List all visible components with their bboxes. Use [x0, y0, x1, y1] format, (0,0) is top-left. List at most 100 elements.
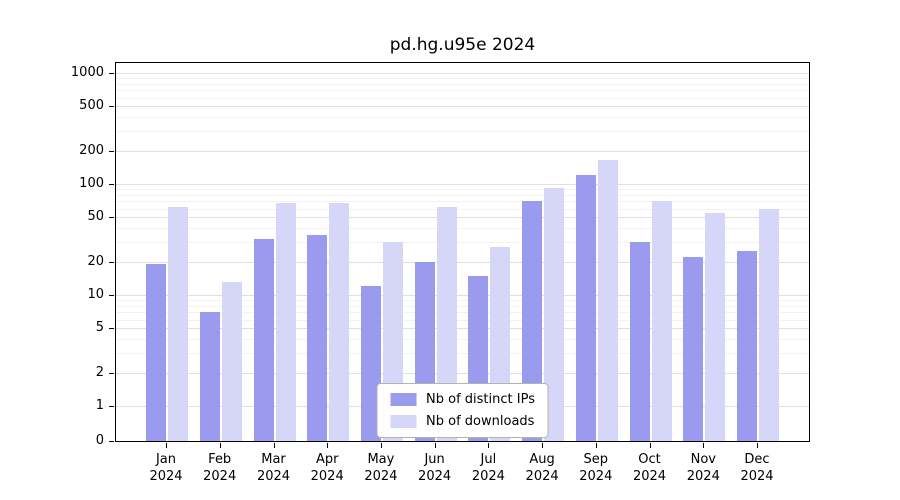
bar-downloads-nov — [705, 212, 726, 441]
x-axis: Jan 2024 Feb 2024 Mar 2024 Apr 2024 May 2024 Jun 20… — [115, 442, 810, 492]
x-tick-mark — [595, 443, 597, 448]
y-tick-label: 100 — [79, 176, 104, 191]
y-tick-mark — [109, 328, 114, 330]
bar-distinct-ips-apr — [307, 234, 328, 441]
y-tick-label: 500 — [79, 98, 104, 114]
y-tick-mark — [109, 372, 114, 374]
y-tick-mark — [109, 217, 114, 219]
bar-distinct-ips-sep — [575, 175, 596, 441]
gridline-major — [116, 217, 809, 219]
y-tick-mark — [109, 106, 114, 108]
gridline-minor — [116, 353, 809, 354]
x-tick-label-aug: Aug 2024 — [525, 452, 559, 484]
y-tick-label: 1 — [95, 398, 104, 413]
x-tick-mark — [166, 443, 167, 448]
bar-downloads-jun — [436, 207, 457, 441]
x-tick-mark — [649, 443, 651, 448]
gridline-major — [116, 73, 809, 74]
gridline-minor — [116, 339, 809, 341]
gridline-major — [116, 295, 809, 296]
gridline-major — [116, 328, 809, 330]
y-tick-label: 0 — [95, 433, 104, 448]
gridline-major — [116, 184, 809, 185]
gridline-minor — [116, 117, 809, 119]
bar-downloads-feb — [221, 282, 242, 441]
x-tick-label-jul: Jul 2024 — [471, 452, 505, 484]
bar-downloads-aug — [544, 188, 565, 441]
bar-downloads-oct — [651, 201, 672, 441]
x-tick-label-mar: Mar 2024 — [256, 452, 291, 484]
gridline-minor — [116, 305, 809, 307]
bar-distinct-ips-dec — [737, 250, 757, 441]
y-tick-label: 1000 — [70, 65, 104, 80]
gridline-minor — [116, 208, 809, 210]
y-tick-label: 50 — [87, 209, 104, 225]
gridline-minor — [116, 319, 809, 321]
x-tick-mark — [542, 443, 544, 448]
bar-distinct-ips-may — [360, 286, 381, 441]
y-tick-mark — [109, 184, 114, 185]
x-tick-label-jan: Jan 2024 — [149, 452, 183, 484]
x-tick-label-sep: Sep 2024 — [579, 452, 613, 484]
legend-item-distinct-ips: Nb of distinct IPs — [390, 392, 535, 407]
x-tick-mark — [703, 443, 705, 448]
plot-area: Nb of distinct IPs Nb of downloads — [115, 62, 810, 442]
bar-distinct-ips-oct — [629, 242, 650, 441]
y-tick-mark — [109, 261, 114, 263]
y-tick-label: 200 — [79, 142, 104, 158]
x-tick-mark — [380, 443, 382, 448]
gridline-minor — [116, 189, 809, 191]
gridline-minor — [116, 312, 809, 314]
x-tick-label-feb: Feb 2024 — [203, 452, 237, 484]
x-tick-label-jun: Jun 2024 — [418, 452, 452, 484]
gridline-minor — [116, 228, 809, 230]
y-tick-label: 10 — [87, 287, 104, 302]
gridline-minor — [116, 242, 809, 243]
bar-downloads-sep — [597, 159, 618, 441]
x-tick-mark — [757, 443, 758, 448]
x-tick-mark — [219, 443, 221, 448]
y-tick-mark — [109, 150, 114, 152]
y-tick-mark — [109, 406, 114, 407]
bar-distinct-ips-jan — [146, 264, 166, 441]
gridline-major — [116, 106, 809, 108]
bar-downloads-mar — [275, 202, 296, 441]
x-tick-label-oct: Oct 2024 — [632, 452, 667, 484]
legend-item-downloads: Nb of downloads — [390, 414, 535, 429]
bar-downloads-dec — [759, 208, 779, 441]
chart-title: pd.hg.u95e 2024 — [389, 35, 536, 55]
legend-label-downloads: Nb of downloads — [426, 414, 535, 429]
gridline-minor — [116, 90, 809, 92]
bar-distinct-ips-aug — [522, 201, 543, 441]
x-tick-mark — [273, 443, 275, 448]
gridline-minor — [116, 78, 809, 80]
x-tick-label-apr: Apr 2024 — [310, 452, 344, 484]
x-tick-mark — [327, 443, 329, 448]
y-tick-label: 5 — [95, 320, 104, 336]
y-tick-mark — [109, 295, 114, 296]
bar-distinct-ips-feb — [199, 312, 220, 441]
y-tick-label: 2 — [95, 364, 104, 380]
legend: Nb of distinct IPs Nb of downloads — [376, 383, 549, 438]
y-tick-mark — [109, 441, 114, 442]
gridline-minor — [116, 201, 809, 203]
x-tick-mark — [434, 443, 436, 448]
gridline-minor — [116, 300, 809, 302]
legend-swatch-downloads — [390, 415, 417, 428]
y-tick-mark — [109, 73, 114, 74]
gridline-minor — [116, 83, 809, 85]
legend-label-distinct-ips: Nb of distinct IPs — [426, 392, 535, 407]
y-axis: 0 1 2 5 10 20 50 100 200 500 1000 — [0, 62, 114, 448]
gridline-minor — [116, 97, 809, 99]
bar-distinct-ips-nov — [683, 257, 704, 441]
gridline-minor — [116, 194, 809, 196]
x-tick-label-dec: Dec 2024 — [740, 452, 774, 484]
gridline-major — [116, 261, 809, 263]
legend-swatch-distinct-ips — [390, 393, 417, 406]
gridline-major — [116, 150, 809, 152]
x-tick-mark — [488, 443, 490, 448]
gridline-major — [116, 372, 809, 374]
bar-distinct-ips-mar — [253, 238, 274, 441]
x-tick-label-nov: Nov 2024 — [686, 452, 720, 484]
